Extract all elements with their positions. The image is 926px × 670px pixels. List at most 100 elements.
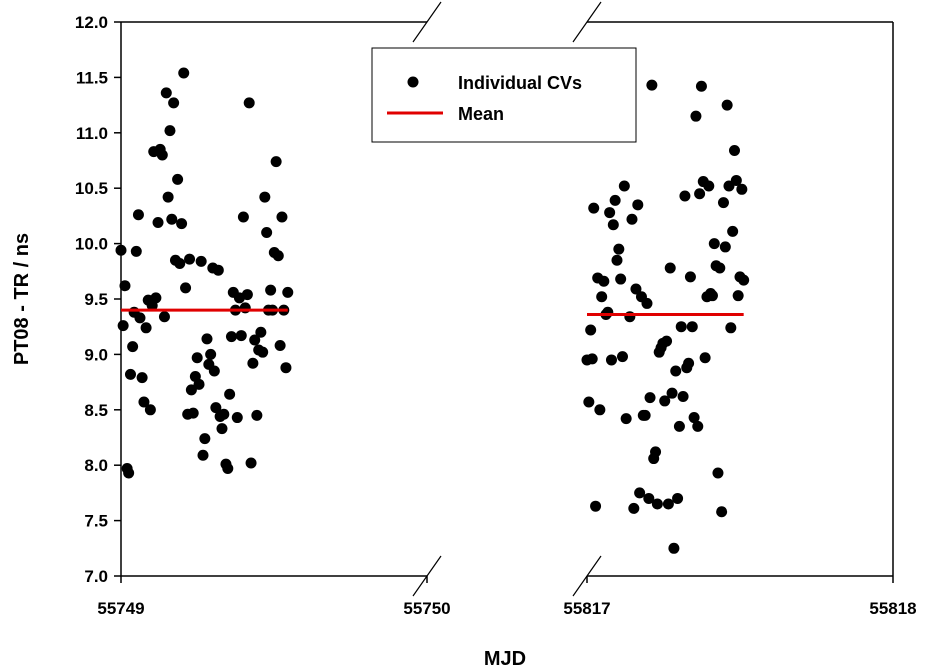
data-point (156, 149, 168, 161)
data-point (613, 243, 625, 255)
data-point (245, 457, 257, 469)
data-point (672, 492, 684, 504)
data-point (168, 97, 180, 109)
data-point (152, 217, 164, 229)
data-point (626, 213, 638, 225)
data-point (661, 335, 673, 347)
data-point (174, 258, 186, 270)
y-tick-label: 8.0 (84, 456, 108, 475)
data-point (650, 446, 662, 458)
data-point (688, 412, 700, 424)
legend-marker-individual-cvs (407, 76, 419, 88)
data-point (699, 352, 711, 364)
legend: Individual CVs Mean (371, 47, 637, 143)
data-point (259, 191, 271, 203)
data-point (164, 125, 176, 137)
data-point (686, 321, 698, 333)
data-point (646, 79, 658, 91)
data-point (243, 97, 255, 109)
y-tick-label: 9.0 (84, 345, 108, 364)
data-point (604, 207, 616, 219)
data-point (265, 284, 277, 296)
data-point (140, 322, 152, 334)
data-point (717, 197, 729, 209)
data-point (605, 354, 617, 366)
data-point (683, 357, 695, 369)
data-point (725, 322, 737, 334)
data-point (225, 331, 237, 343)
data-point (222, 463, 234, 475)
data-point (119, 280, 131, 292)
data-point (641, 297, 653, 309)
data-point (218, 408, 230, 420)
data-point (664, 262, 676, 274)
data-point (201, 333, 213, 345)
data-point (184, 253, 196, 265)
y-tick-label: 10.5 (75, 179, 108, 198)
data-point (679, 190, 691, 202)
data-point (609, 194, 621, 206)
data-point (115, 244, 127, 256)
data-point (255, 326, 267, 338)
x-tick-label: 55817 (563, 599, 610, 618)
x-tick-label: 55750 (403, 599, 450, 618)
axis-break-top-right (572, 1, 602, 43)
data-point (651, 498, 663, 510)
data-point (659, 395, 671, 407)
data-point (586, 353, 598, 365)
data-point (166, 213, 178, 225)
plot-area (115, 67, 750, 554)
data-point (624, 311, 636, 323)
data-point (123, 467, 135, 479)
data-point (616, 351, 628, 363)
data-point (187, 407, 199, 419)
data-point (694, 188, 706, 200)
data-point (590, 500, 602, 512)
data-point (583, 396, 595, 408)
y-tick-label: 7.0 (84, 567, 108, 586)
data-point (224, 388, 236, 400)
legend-label-individual-cvs: Individual CVs (458, 73, 582, 93)
data-point (162, 191, 174, 203)
data-point (607, 219, 619, 231)
data-point (634, 487, 646, 499)
data-point (588, 202, 600, 214)
data-point (199, 433, 211, 445)
data-point (197, 449, 209, 461)
data-point (639, 409, 651, 421)
data-point (127, 341, 139, 353)
data-point (673, 420, 685, 432)
data-point (208, 365, 220, 377)
data-point (212, 264, 224, 276)
data-point (730, 174, 742, 186)
x-tick-label: 55749 (97, 599, 144, 618)
data-point (247, 357, 259, 369)
y-tick-label: 11.0 (76, 124, 108, 143)
data-point (272, 250, 284, 262)
data-point (210, 402, 222, 414)
data-point (235, 330, 247, 342)
axes: 7.0 7.5 8.0 8.5 9.0 9.5 10.0 10.5 11.0 11.5 12.0 55… (75, 1, 917, 618)
data-point (728, 145, 740, 157)
data-point (618, 180, 630, 192)
data-point (280, 362, 292, 374)
y-tick-label: 11.5 (76, 68, 108, 87)
data-point (585, 324, 597, 336)
data-point (628, 502, 640, 514)
data-point (727, 225, 739, 237)
data-point (675, 321, 687, 333)
data-point (180, 282, 192, 294)
legend-box (371, 47, 637, 143)
data-point (721, 99, 733, 111)
data-point (620, 413, 632, 425)
data-point (136, 372, 148, 384)
data-point (195, 255, 207, 267)
y-axis-title: PT08 - TR / ns (11, 233, 33, 365)
data-point (158, 311, 170, 323)
data-point (270, 156, 282, 168)
data-point (160, 87, 172, 99)
data-point (712, 467, 724, 479)
data-point (178, 67, 190, 79)
data-point (716, 506, 728, 518)
